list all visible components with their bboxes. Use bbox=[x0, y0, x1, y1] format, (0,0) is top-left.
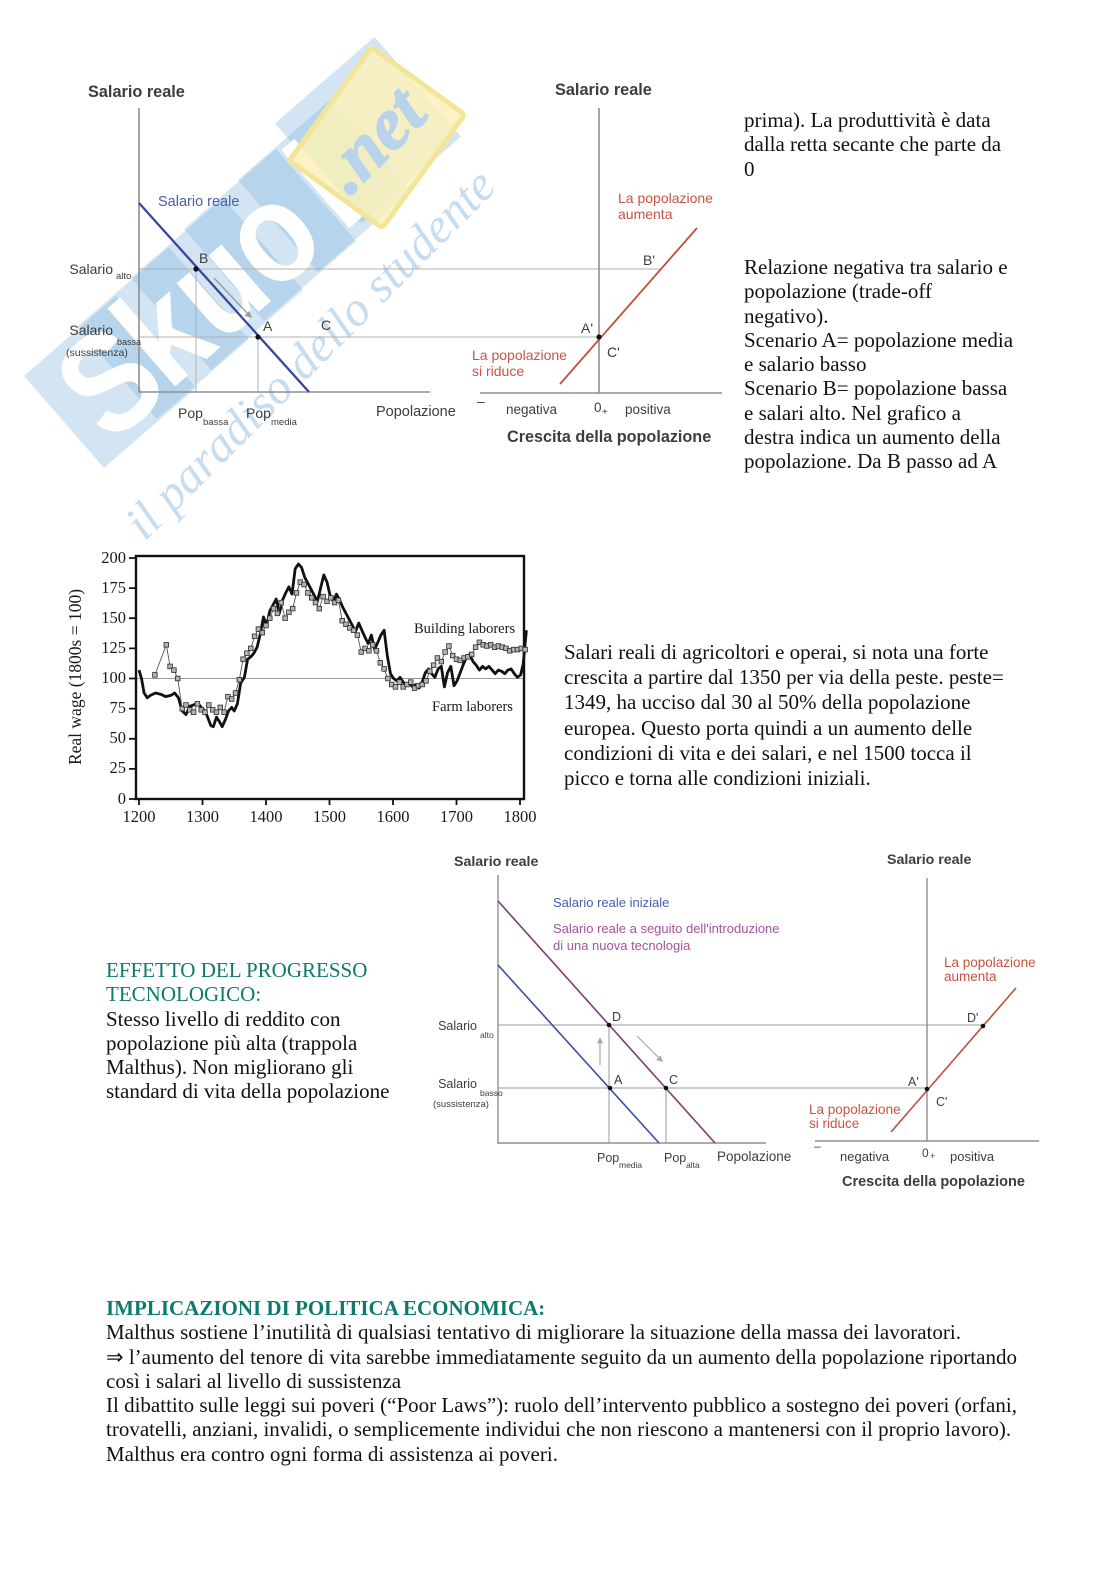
svg-text:aumenta: aumenta bbox=[944, 969, 997, 984]
svg-text:Pop: Pop bbox=[664, 1151, 686, 1165]
svg-text:si riduce: si riduce bbox=[472, 363, 524, 379]
svg-text:Salario reale a seguito dell'i: Salario reale a seguito dell'introduzion… bbox=[553, 921, 780, 936]
svg-text:La popolazione: La popolazione bbox=[618, 190, 713, 206]
svg-text:–: – bbox=[477, 393, 485, 409]
svg-text:Pop: Pop bbox=[246, 405, 271, 421]
svg-text:Salario: Salario bbox=[69, 322, 113, 338]
svg-text:1800: 1800 bbox=[504, 807, 537, 826]
svg-text:si riduce: si riduce bbox=[809, 1116, 859, 1131]
svg-text:Salario reale iniziale: Salario reale iniziale bbox=[553, 895, 669, 910]
svg-text:C: C bbox=[321, 317, 331, 333]
svg-text:media: media bbox=[619, 1160, 642, 1170]
svg-text:alto: alto bbox=[480, 1030, 494, 1040]
svg-text:Real wage (1800s = 100): Real wage (1800s = 100) bbox=[65, 589, 85, 765]
svg-text:Salario reale: Salario reale bbox=[88, 83, 185, 101]
svg-text:positiva: positiva bbox=[625, 402, 671, 417]
svg-text:200: 200 bbox=[101, 548, 126, 567]
svg-text:(sussistenza): (sussistenza) bbox=[433, 1099, 489, 1110]
svg-text:aumenta: aumenta bbox=[618, 206, 673, 222]
svg-text:1700: 1700 bbox=[440, 807, 473, 826]
svg-text:1500: 1500 bbox=[313, 807, 346, 826]
svg-text:–: – bbox=[814, 1139, 821, 1153]
svg-text:1300: 1300 bbox=[186, 807, 219, 826]
svg-text:Crescita della popolazione: Crescita della popolazione bbox=[507, 428, 711, 446]
svg-text:basso: basso bbox=[480, 1088, 503, 1098]
svg-text:Farm laborers: Farm laborers bbox=[432, 699, 513, 715]
svg-text:C: C bbox=[669, 1073, 678, 1087]
svg-text:175: 175 bbox=[101, 578, 126, 597]
svg-text:C': C' bbox=[607, 344, 620, 360]
svg-text:Pop: Pop bbox=[178, 405, 203, 421]
svg-text:D': D' bbox=[967, 1011, 978, 1025]
svg-text:A: A bbox=[263, 318, 273, 334]
svg-text:positiva: positiva bbox=[950, 1149, 995, 1164]
svg-text:Salario reale: Salario reale bbox=[887, 852, 972, 868]
svg-text:A': A' bbox=[908, 1075, 919, 1089]
svg-text:0: 0 bbox=[118, 789, 126, 808]
svg-text:B': B' bbox=[643, 252, 655, 268]
svg-text:25: 25 bbox=[110, 758, 127, 777]
svg-text:150: 150 bbox=[101, 608, 126, 627]
svg-text:Salario: Salario bbox=[69, 261, 113, 277]
svg-text:Popolazione: Popolazione bbox=[376, 404, 456, 420]
svg-text:100: 100 bbox=[101, 668, 126, 687]
svg-text:0: 0 bbox=[922, 1146, 929, 1160]
svg-text:1400: 1400 bbox=[250, 807, 283, 826]
svg-text:D: D bbox=[612, 1010, 621, 1024]
svg-text:1600: 1600 bbox=[377, 807, 410, 826]
svg-text:bassa: bassa bbox=[203, 417, 229, 428]
svg-text:75: 75 bbox=[110, 698, 127, 717]
svg-text:La popolazione: La popolazione bbox=[944, 955, 1036, 970]
svg-text:Pop: Pop bbox=[597, 1151, 619, 1165]
svg-text:(sussistenza): (sussistenza) bbox=[66, 347, 128, 359]
svg-text:Salario reale: Salario reale bbox=[454, 854, 539, 870]
svg-text:La popolazione: La popolazione bbox=[472, 347, 567, 363]
svg-text:125: 125 bbox=[101, 638, 126, 657]
svg-text:50: 50 bbox=[110, 728, 127, 747]
svg-text:alto: alto bbox=[116, 271, 131, 282]
svg-text:C': C' bbox=[936, 1095, 947, 1109]
svg-text:Crescita della popolazione: Crescita della popolazione bbox=[842, 1174, 1025, 1190]
svg-text:+: + bbox=[602, 407, 608, 418]
svg-text:alta: alta bbox=[686, 1160, 700, 1170]
svg-text:Salario reale: Salario reale bbox=[158, 194, 239, 210]
svg-text:A': A' bbox=[581, 320, 593, 336]
svg-text:bassa: bassa bbox=[117, 337, 141, 347]
svg-text:negativa: negativa bbox=[506, 402, 558, 417]
svg-text:Building laborers: Building laborers bbox=[414, 621, 515, 637]
svg-text:media: media bbox=[271, 417, 298, 428]
svg-text:La popolazione: La popolazione bbox=[809, 1102, 901, 1117]
svg-text:0: 0 bbox=[594, 400, 602, 415]
svg-text:Salario: Salario bbox=[438, 1077, 477, 1091]
svg-text:Popolazione: Popolazione bbox=[717, 1149, 791, 1164]
svg-text:1200: 1200 bbox=[123, 807, 156, 826]
svg-text:negativa: negativa bbox=[840, 1149, 890, 1164]
svg-text:B: B bbox=[199, 250, 208, 266]
svg-text:Salario: Salario bbox=[438, 1019, 477, 1033]
svg-text:+: + bbox=[930, 1151, 935, 1161]
svg-text:di una nuova tecnologia: di una nuova tecnologia bbox=[553, 938, 691, 953]
svg-text:A: A bbox=[614, 1073, 623, 1087]
svg-text:Salario reale: Salario reale bbox=[555, 81, 652, 99]
